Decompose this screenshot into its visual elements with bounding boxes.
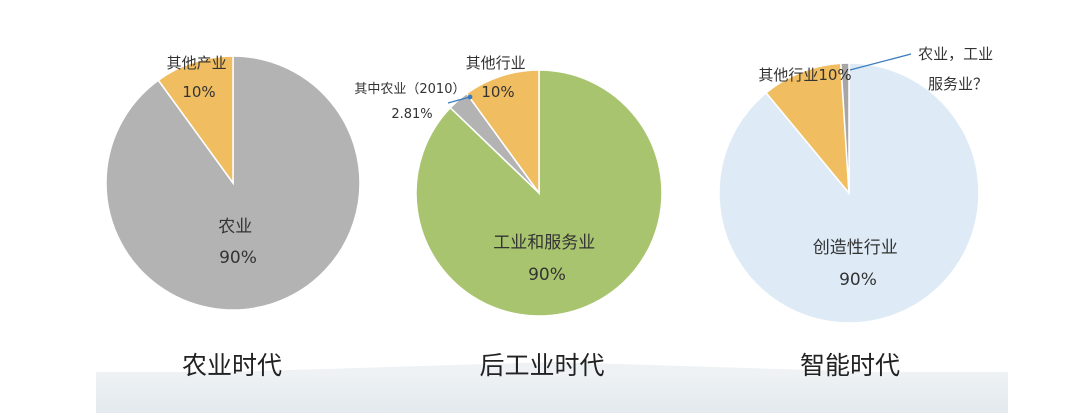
leader-line-agri-industry-services xyxy=(849,53,912,71)
leader-line-agriculture-2010 xyxy=(447,96,471,104)
chart-title-agriculture-era: 农业时代 xyxy=(182,351,282,380)
slice-other-sectors-10 xyxy=(765,62,850,196)
slice-label-other-industries: 其他产业 10% xyxy=(167,54,232,101)
footer-band-peak xyxy=(96,362,1008,376)
slice-other-industries xyxy=(157,55,234,186)
slice-other-sectors xyxy=(465,69,540,196)
footer-band xyxy=(96,372,1008,413)
slice-label-agri-industry-services: 农业，工业 服务业？ xyxy=(918,45,998,93)
slice-label-agriculture-2010: 其中农业（2010） 2.81% xyxy=(354,82,469,122)
chart-title-intelligent-era: 智能时代 xyxy=(800,351,900,380)
slice-label-creative-industries: 创造性行业 90% xyxy=(813,238,903,290)
slice-label-other-sectors: 其他行业 10% xyxy=(466,54,531,101)
chart-agriculture-era: 农业 90% 其他产业 10% 农业时代 xyxy=(105,54,361,380)
slice-label-other-sectors-10: 其他行业10% xyxy=(758,66,851,84)
chart-intelligent-era: 创造性行业 90% 其他行业10% 农业，工业 服务业？ 智能时代 xyxy=(718,45,998,380)
chart-title-post-industrial-era: 后工业时代 xyxy=(479,351,604,380)
slice-label-industry-services: 工业和服务业 90% xyxy=(493,233,600,285)
chart-post-industrial-era: 工业和服务业 90% 其中农业（2010） 2.81% 其他行业 10% 后工业… xyxy=(354,54,663,380)
slice-agri-industry-services xyxy=(840,62,850,194)
slice-label-agriculture: 农业 90% xyxy=(218,217,257,268)
leader-dot xyxy=(467,94,473,100)
